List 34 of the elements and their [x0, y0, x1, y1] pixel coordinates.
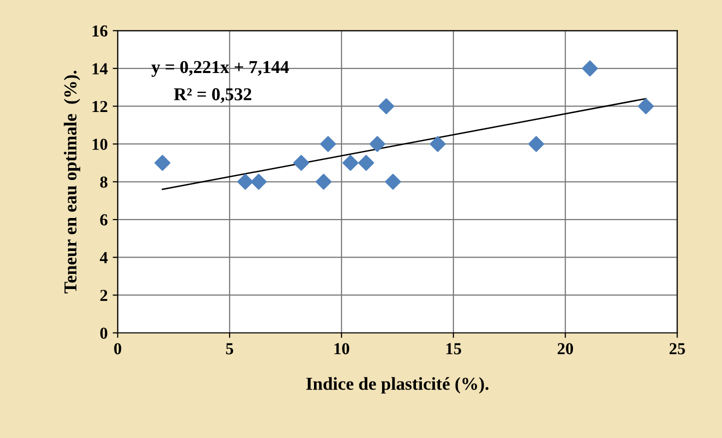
x-axis-title: Indice de plasticité (%).	[306, 377, 488, 394]
y-tick-label: 2	[100, 290, 108, 301]
annotation: R² = 0,532	[174, 88, 252, 103]
point	[369, 136, 386, 152]
point	[154, 154, 170, 171]
annotation: y = 0,221x + 7,144	[151, 60, 289, 77]
y-tick-label: 6	[100, 214, 108, 226]
point	[430, 136, 446, 152]
x-tick-label: 25	[670, 343, 685, 354]
y-tick-label: 4	[100, 252, 108, 264]
y-tick-label: 12	[92, 100, 108, 112]
point	[316, 174, 332, 190]
y-tick-label: 8	[100, 176, 108, 188]
point	[582, 60, 598, 76]
x-tick-label: 5	[226, 343, 234, 354]
point	[385, 174, 401, 190]
point	[320, 136, 336, 152]
point	[358, 154, 374, 171]
x-tick-label: 10	[334, 343, 350, 354]
y-tick-label: 14	[92, 63, 108, 74]
point	[638, 98, 654, 114]
y-tick-label: 10	[92, 138, 108, 150]
y-tick-label: 0	[100, 328, 108, 339]
point	[378, 98, 394, 114]
point	[528, 136, 544, 152]
y-axis-title: Teneur en eau optimale (%).	[64, 70, 80, 294]
x-tick-label: 20	[558, 343, 574, 354]
point	[237, 174, 254, 190]
point	[293, 154, 310, 171]
x-tick-label: 0	[114, 343, 122, 354]
point	[342, 154, 358, 171]
x-tick-label: 15	[446, 343, 462, 354]
point	[250, 174, 267, 190]
y-tick-label: 16	[92, 25, 108, 37]
